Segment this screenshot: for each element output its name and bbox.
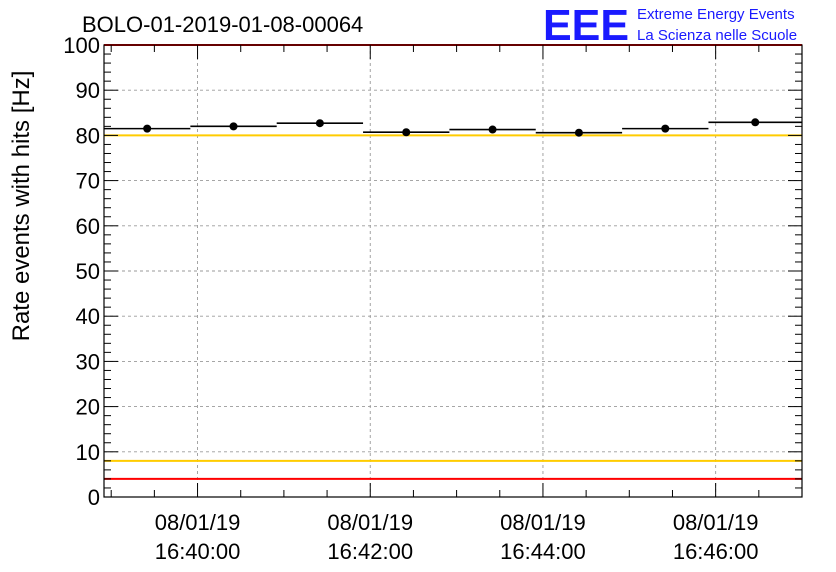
x-tick-label-date: 08/01/19: [673, 510, 759, 535]
reference-lines: [104, 44, 802, 480]
y-tick-label: 10: [76, 440, 100, 465]
y-tick-label: 40: [76, 304, 100, 329]
data-point: [488, 125, 497, 134]
eee-logo: EEE Extreme Energy Events La Scienza nel…: [543, 1, 797, 50]
x-tick-label-date: 08/01/19: [155, 510, 241, 535]
y-tick-label: 60: [76, 214, 100, 239]
y-tick-labels: 0 10 20 30 40 50 60 70 80 90 100: [63, 33, 100, 510]
x-tick-label-date: 08/01/19: [500, 510, 586, 535]
logo-letters: EEE: [543, 1, 629, 50]
y-tick-label: 20: [76, 395, 100, 420]
y-tick-label: 30: [76, 349, 100, 374]
y-tick-label: 80: [76, 123, 100, 148]
x-tick-label-time: 16:44:00: [500, 539, 586, 564]
run-title: BOLO-01-2019-01-08-00064: [82, 12, 363, 37]
logo-line-2: La Scienza nelle Scuole: [637, 27, 797, 44]
data-point: [143, 124, 152, 133]
y-tick-label: 0: [88, 485, 100, 510]
x-tick-label-time: 16:42:00: [327, 539, 413, 564]
data-point: [751, 118, 760, 127]
x-tick-label-date: 08/01/19: [327, 510, 413, 535]
data-point: [574, 128, 583, 137]
x-tick-label-time: 16:46:00: [673, 539, 759, 564]
x-tick-labels: 08/01/19 16:40:00 08/01/19 16:42:00 08/01/19…: [155, 510, 759, 564]
data-point: [402, 128, 411, 137]
axis-ticks: [104, 44, 803, 498]
grid-lines: [104, 45, 802, 497]
y-tick-label: 50: [76, 259, 100, 284]
y-tick-label: 90: [76, 78, 100, 103]
data-point: [315, 119, 324, 128]
y-tick-label: 70: [76, 169, 100, 194]
data-series: [104, 118, 802, 137]
y-axis-label: Rate events with hits [Hz]: [8, 71, 35, 342]
data-point: [229, 122, 238, 131]
logo-line-1: Extreme Energy Events: [637, 6, 795, 23]
data-point: [661, 124, 670, 133]
x-tick-label-time: 16:40:00: [155, 539, 241, 564]
y-tick-label: 100: [63, 33, 100, 58]
